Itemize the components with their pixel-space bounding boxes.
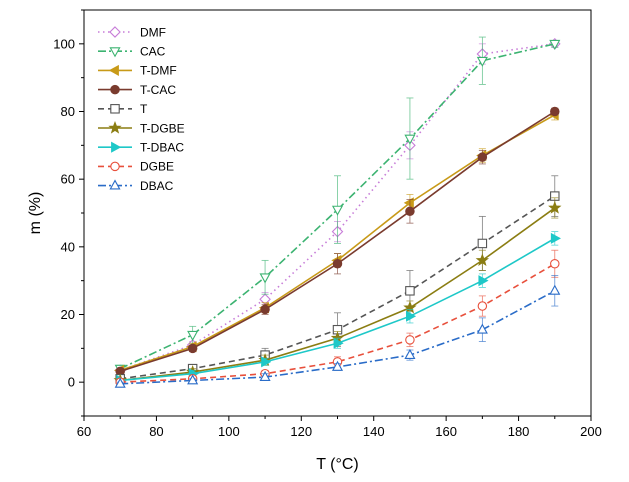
data-point-t-cac bbox=[405, 206, 415, 217]
data-point-cac bbox=[187, 330, 199, 341]
y-tick-label: 20 bbox=[61, 307, 75, 322]
legend-item-t-dmf: T-DMF bbox=[98, 64, 177, 78]
data-point-dbac bbox=[404, 348, 416, 360]
legend-item-t: T bbox=[98, 102, 148, 116]
data-point-dgbe bbox=[550, 258, 560, 269]
data-point-t-dbac bbox=[333, 337, 344, 349]
data-point-dgbe bbox=[477, 301, 488, 311]
x-tick-label: 100 bbox=[218, 424, 240, 439]
data-point-t-dgbe bbox=[475, 253, 490, 267]
data-point-dbac bbox=[114, 377, 126, 388]
data-point-t bbox=[405, 286, 415, 296]
y-tick-label: 60 bbox=[61, 172, 75, 187]
y-tick-label: 100 bbox=[53, 36, 75, 51]
x-tick-label: 120 bbox=[290, 424, 312, 439]
legend-item-cac: CAC bbox=[98, 45, 166, 59]
x-tick-label: 180 bbox=[508, 424, 530, 439]
legend-marker bbox=[108, 64, 119, 76]
x-tick-label: 160 bbox=[435, 424, 457, 439]
legend-item-dbac: DBAC bbox=[98, 179, 174, 193]
legend-marker bbox=[110, 161, 120, 172]
legend-label: DMF bbox=[140, 25, 166, 39]
data-point-t-cac bbox=[477, 152, 488, 162]
x-axis-title: T (°C) bbox=[316, 456, 359, 473]
data-point-cac bbox=[331, 205, 344, 216]
data-point-t-dgbe bbox=[548, 200, 562, 214]
data-point-t bbox=[477, 238, 488, 249]
data-point-dgbe bbox=[405, 335, 415, 345]
x-tick-label: 200 bbox=[580, 424, 602, 439]
series-dbac bbox=[114, 275, 561, 388]
data-point-t-cac bbox=[550, 106, 560, 117]
data-point-dbac bbox=[259, 370, 271, 382]
legend-item-dgbe: DGBE bbox=[98, 160, 174, 174]
data-point-cac bbox=[549, 39, 561, 51]
data-point-dbac bbox=[187, 374, 199, 385]
x-tick-label: 140 bbox=[363, 424, 385, 439]
y-tick-label: 40 bbox=[61, 239, 75, 254]
legend-item-t-cac: T-CAC bbox=[98, 83, 176, 97]
legend-marker bbox=[111, 141, 122, 153]
legend-label: T-DBAC bbox=[140, 141, 184, 155]
series-t-cac bbox=[115, 106, 560, 377]
data-point-t-cac bbox=[187, 343, 198, 354]
data-point-dbac bbox=[476, 323, 488, 334]
y-tick-label: 80 bbox=[61, 104, 75, 119]
data-point-t-dbac bbox=[406, 310, 417, 322]
legend-label: T-DMF bbox=[140, 64, 177, 78]
legend-label: T-CAC bbox=[140, 83, 176, 97]
legend-label: DGBE bbox=[140, 160, 174, 174]
y-tick-label: 0 bbox=[68, 375, 75, 390]
legend-marker bbox=[109, 26, 121, 38]
data-point-dbac bbox=[549, 284, 561, 295]
y-axis-title: m (%) bbox=[27, 192, 44, 235]
series-layer bbox=[113, 36, 562, 388]
axis-layer: 60 80 100 120 140 160 180 200 0 20 40 60 80 100 bbox=[53, 9, 602, 439]
x-tick-label: 60 bbox=[77, 424, 91, 439]
legend-marker bbox=[109, 179, 121, 190]
legend-label: T-DGBE bbox=[140, 121, 185, 135]
legend: DMF CAC T-DMF T-CAC T T-DGBE T-DBAC DGBE DBAC bbox=[98, 25, 185, 193]
series-t-dbac bbox=[116, 231, 561, 387]
legend-marker bbox=[109, 47, 121, 58]
legend-item-t-dbac: T-DBAC bbox=[98, 141, 184, 155]
legend-label: CAC bbox=[140, 45, 166, 59]
data-point-t-cac bbox=[260, 304, 270, 315]
legend-label: T bbox=[140, 102, 148, 116]
x-tick-label: 80 bbox=[149, 424, 163, 439]
data-point-t-dbac bbox=[478, 275, 489, 287]
data-point-t-dmf bbox=[403, 197, 414, 209]
data-point-t-dbac bbox=[261, 356, 272, 368]
data-point-cac bbox=[259, 273, 271, 284]
data-point-dbac bbox=[331, 360, 344, 371]
data-point-cac bbox=[404, 134, 416, 145]
data-point-cac bbox=[476, 56, 488, 67]
legend-item-dmf: DMF bbox=[98, 25, 166, 39]
data-point-t-dbac bbox=[550, 232, 561, 244]
legend-label: DBAC bbox=[140, 179, 174, 193]
legend-marker bbox=[110, 84, 120, 95]
legend-marker bbox=[108, 120, 122, 134]
legend-marker bbox=[110, 104, 120, 114]
legend-item-t-dgbe: T-DGBE bbox=[98, 120, 185, 135]
data-point-t-cac bbox=[332, 258, 343, 269]
